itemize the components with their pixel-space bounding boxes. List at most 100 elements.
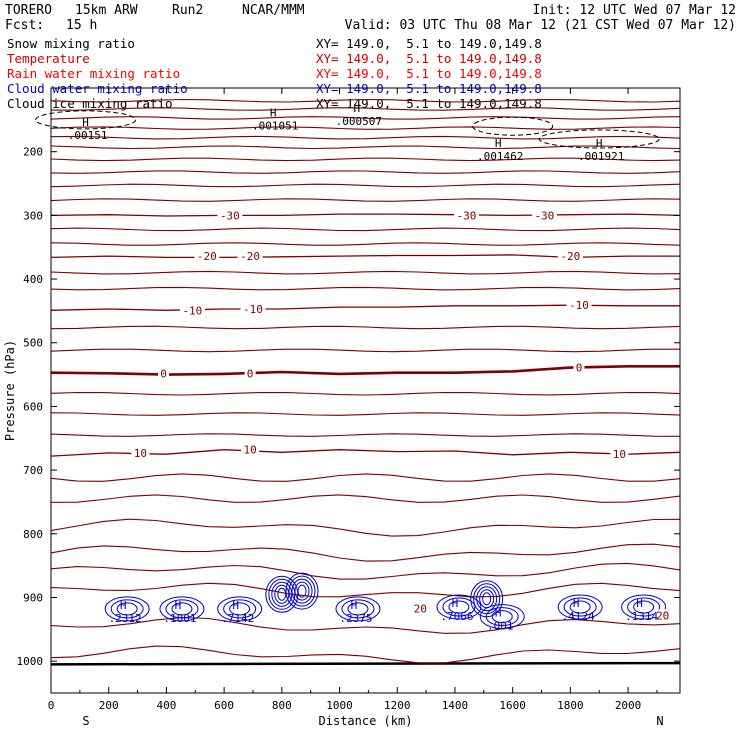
contour-label-bg (573, 361, 585, 374)
x-tick-label: 1000 (326, 699, 353, 712)
ice-high-value: .001051 (252, 120, 298, 133)
y-tick-label: 500 (23, 337, 43, 350)
cloud-water-high-value: .2312 (109, 612, 142, 625)
cloud-water-contour (569, 600, 591, 614)
isotherm-line (50, 198, 681, 202)
cloud-water-core (288, 575, 316, 607)
cloud-water-high-marker: H (120, 599, 127, 612)
isotherm--20 (50, 254, 680, 259)
cloud-water-contour (627, 597, 661, 617)
y-tick-label: 800 (23, 528, 43, 541)
plot-frame (50, 87, 681, 694)
cloud-water-contour (223, 599, 257, 619)
cloud-water-contour (633, 600, 655, 614)
isotherm-line (50, 494, 681, 503)
isotherm-line (50, 412, 681, 416)
cloud-water-contour (347, 602, 369, 616)
isotherm-line (50, 325, 681, 330)
contour-label-bg (237, 250, 263, 263)
ice-contour (538, 129, 660, 149)
ice-high-value: .001921 (578, 150, 624, 163)
isotherm-line (50, 270, 681, 275)
contour-label-bg (653, 609, 672, 622)
cloud-water-high-value: .7142 (221, 612, 254, 625)
ice-contour (472, 116, 554, 136)
cloud-water-contour (436, 594, 482, 620)
ice-high-marker: H (82, 116, 89, 129)
x-tick-label: 1800 (557, 699, 584, 712)
ice-high-marker: H (596, 137, 603, 150)
cloud-water-high-marker: H (495, 607, 502, 620)
isotherm-line (50, 227, 681, 232)
contour-label-bg (158, 367, 170, 380)
cloud-water-contour (341, 599, 375, 619)
cloud-water-core (268, 578, 296, 610)
x-tick-label: 800 (272, 699, 292, 712)
cloud-water-high-marker: H (636, 597, 643, 610)
isotherm-10 (50, 449, 681, 457)
isotherm-line (50, 98, 681, 103)
cloud-water-contour (159, 596, 205, 622)
temperature-contour-label: 0 (160, 367, 167, 380)
isotherm-line (50, 543, 681, 562)
x-tick-label: 200 (99, 699, 119, 712)
cloud-water-contour (217, 596, 263, 622)
ice-contour (35, 110, 137, 130)
x-start-label: S (82, 714, 89, 728)
contour-label-bg (217, 209, 243, 222)
contour-label-bg (610, 448, 629, 461)
isotherm-line (50, 518, 681, 537)
contour-label-bg (240, 302, 266, 315)
ice-high-value: .000507 (336, 115, 382, 128)
contour-label-bg (179, 304, 205, 317)
x-tick-label: 400 (156, 699, 176, 712)
contour-label-bg (531, 209, 557, 222)
isotherm-line (50, 433, 681, 437)
y-axis-title: Pressure (hPa) (3, 340, 17, 441)
cloud-water-high-value: .7066 (440, 610, 473, 623)
y-tick-label: 400 (23, 273, 43, 286)
contour-label-bg (411, 602, 430, 615)
cloud-water-core (476, 586, 498, 612)
cloud-water-core (479, 589, 495, 609)
cloud-water-core (473, 583, 501, 615)
y-tick-label: 700 (23, 464, 43, 477)
x-tick-label: 0 (48, 699, 55, 712)
x-tick-label: 1200 (384, 699, 411, 712)
cloud-water-contour (171, 602, 193, 616)
cloud-water-contour (116, 602, 138, 616)
isotherm-0 (50, 365, 680, 376)
cloud-water-core (297, 584, 307, 598)
temperature-contour-label: 10 (613, 448, 626, 461)
cloud-water-contour (557, 594, 603, 620)
cloud-water-high-marker: H (351, 599, 358, 612)
fcst-value: 15 h (66, 18, 98, 33)
y-tick-label: 1000 (17, 655, 44, 668)
field-name-snow: Snow mixing ratio (7, 36, 135, 51)
cloud-water-high-marker: H (175, 599, 182, 612)
cloud-water-core (291, 578, 313, 604)
isotherm-line (50, 473, 681, 482)
isotherm-line (50, 562, 681, 580)
cloud-water-contour (110, 599, 144, 619)
isotherm-line (50, 391, 681, 396)
isotherm--30 (50, 213, 681, 217)
isotherm-line (50, 616, 681, 634)
cloud-water-high-value: .2375 (339, 612, 372, 625)
isotherm-line (50, 126, 681, 130)
x-tick-label: 2000 (615, 699, 642, 712)
isotherm-line (50, 183, 681, 188)
field-xy-snow: XY= 149.0, 5.1 to 149.0,149.8 (316, 36, 542, 51)
y-tick-label: 600 (23, 400, 43, 413)
cloud-water-core (265, 575, 299, 613)
cloud-water-contour (563, 597, 597, 617)
cloud-water-contour (229, 602, 251, 616)
cloud-water-core (294, 581, 310, 601)
temperature-contour-label: 20 (414, 602, 427, 615)
y-tick-label: 300 (23, 209, 43, 222)
cloud-water-high-marker: H (452, 597, 459, 610)
cloud-water-high-marker: H (573, 597, 580, 610)
cloud-water-high-value: .001 (487, 620, 514, 633)
model-org: NCAR/MMM (242, 3, 305, 18)
field-xy-temperature: XY= 149.0, 5.1 to 149.0,149.8 (316, 51, 542, 66)
